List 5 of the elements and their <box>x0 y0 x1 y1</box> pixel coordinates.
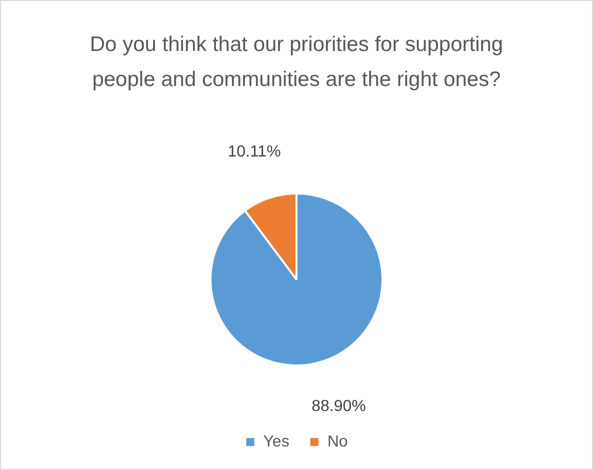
data-label: 88.90% <box>312 398 366 416</box>
legend-label: Yes <box>263 433 290 450</box>
chart-title: Do you think that our priorities for supporting people and communities are the right ones? <box>88 32 504 93</box>
data-label: 10.11% <box>228 144 281 161</box>
legend-label: No <box>327 433 348 450</box>
